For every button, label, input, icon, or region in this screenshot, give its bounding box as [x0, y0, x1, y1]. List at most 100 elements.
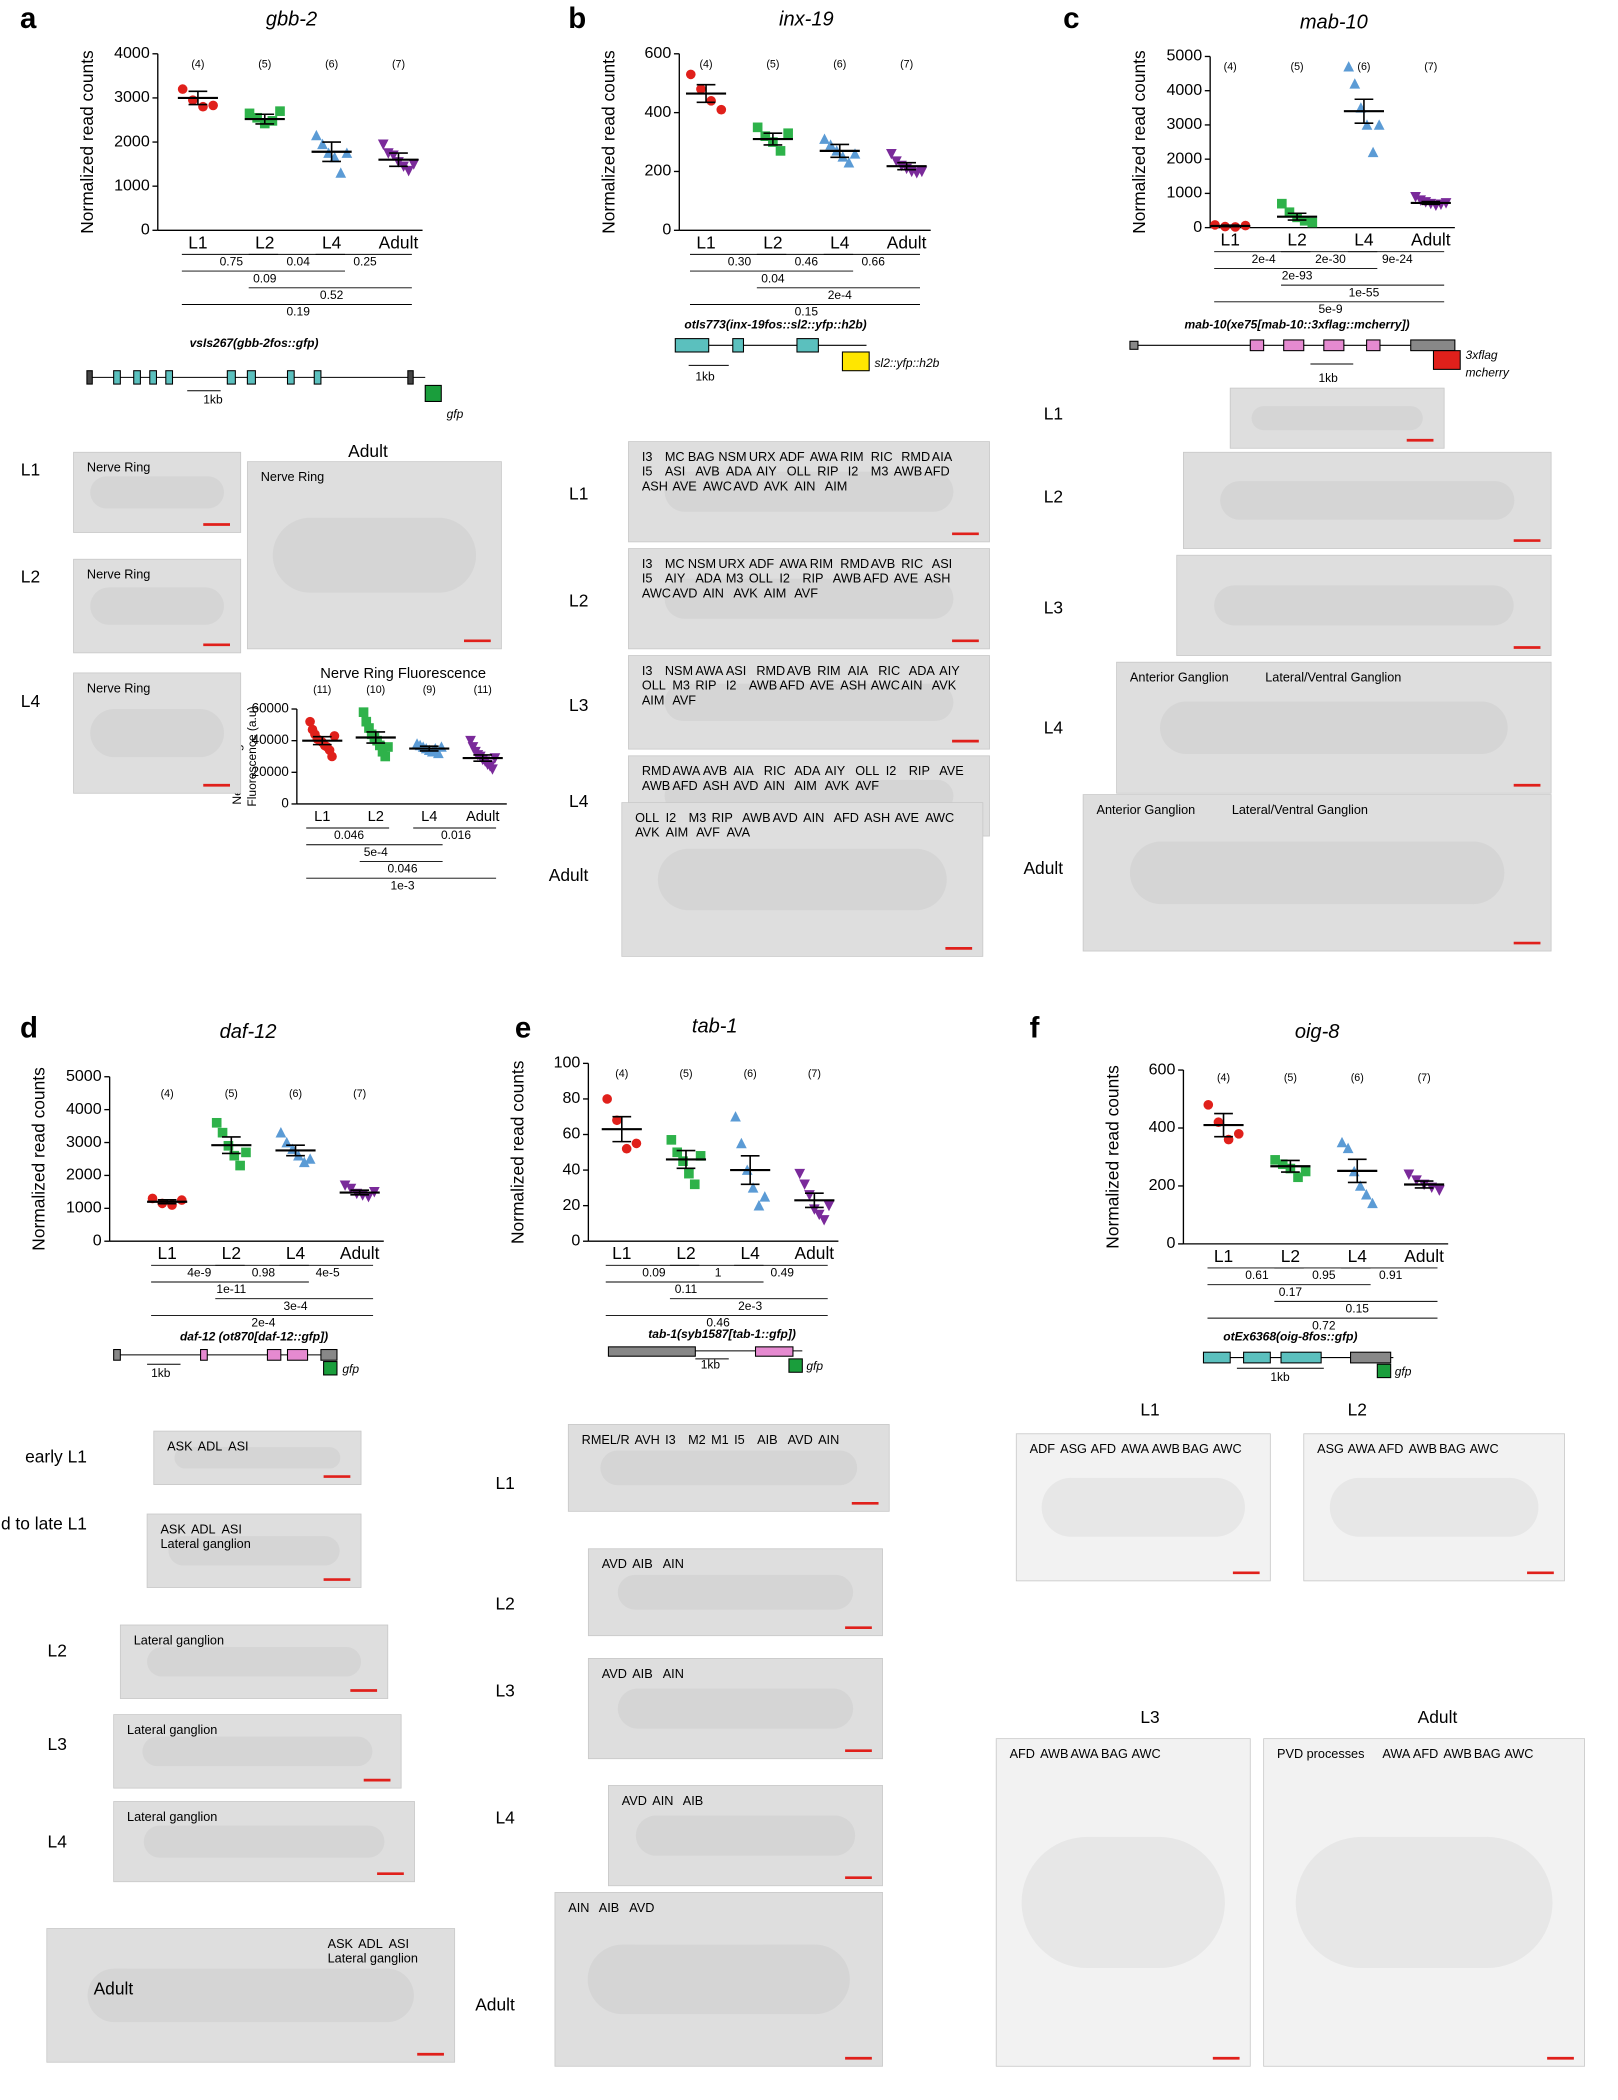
y-tick-label: 1000 — [66, 1199, 102, 1217]
micrograph-texture — [664, 471, 954, 512]
x-tick-label: L1 — [314, 809, 330, 825]
p-value-label: 9e-24 — [1382, 252, 1413, 266]
neuron-label: M1 — [711, 1433, 729, 1447]
neuron-label: AWA — [672, 764, 700, 778]
stage-label: L2 — [569, 591, 588, 611]
neuron-label: AWB — [749, 679, 777, 693]
data-point — [678, 1156, 688, 1167]
neuron-label: ASH — [703, 779, 729, 793]
data-point — [736, 1137, 747, 1149]
y-axis-label: Normalized read counts — [77, 50, 97, 234]
x-tick-label: L4 — [286, 1243, 306, 1263]
y-tick-label: 400 — [1149, 1118, 1176, 1136]
gene-diagram-e — [607, 1346, 803, 1373]
neuron-label: Anterior Ganglion — [1130, 671, 1229, 685]
chart-title: oig-8 — [1295, 1021, 1340, 1043]
neuron-label: I3 — [642, 450, 653, 464]
neuron-label: AVE — [939, 764, 963, 778]
stage-label: L2 — [495, 1594, 514, 1614]
micrograph-texture — [587, 1944, 850, 2015]
neuron-label: AVF — [794, 586, 818, 600]
y-tick-label: 80 — [562, 1089, 580, 1107]
neuron-label: AVF — [672, 693, 696, 707]
y-axis-label: Fluorescence (a.u) — [245, 706, 259, 806]
p-value-label: 2e-93 — [1282, 269, 1313, 283]
y-tick-label: 0 — [93, 1231, 102, 1249]
data-point — [275, 106, 285, 116]
stage-label: L1 — [1044, 403, 1063, 423]
micrograph-texture — [600, 1450, 858, 1486]
chart-title: Nerve Ring Fluorescence — [320, 666, 486, 682]
p-value-label: 0.49 — [771, 1265, 795, 1279]
panel-letter: b — [568, 2, 586, 35]
data-point — [208, 100, 218, 111]
construct-label: tab-1(syb1587[tab-1::gfp]) — [648, 1327, 796, 1341]
neuron-label: AVK — [932, 679, 957, 693]
p-value-label: 0.30 — [728, 255, 752, 269]
neuron-label: RIP — [802, 572, 823, 586]
neuron-label: RIM — [817, 664, 840, 678]
data-point — [730, 1111, 741, 1122]
neuron-label: RIC — [871, 450, 893, 464]
neuron-label: ADF — [779, 450, 805, 464]
data-point — [298, 1156, 310, 1168]
p-value-label: 0.46 — [795, 255, 819, 269]
n-label: (4) — [191, 58, 204, 70]
data-point — [241, 1147, 251, 1158]
micrograph-texture — [87, 1968, 414, 2023]
data-point — [1354, 1180, 1366, 1191]
data-point — [217, 1127, 228, 1138]
stage-label: L4 — [21, 691, 41, 711]
x-tick-label: L4 — [421, 809, 437, 825]
stage-label: L2 — [1044, 486, 1063, 506]
y-tick-label: 0 — [1166, 1234, 1175, 1252]
x-tick-label: L2 — [1281, 1246, 1300, 1266]
micrograph-texture — [635, 1815, 856, 1856]
neuron-label: AIA — [733, 764, 754, 778]
n-label: (9) — [423, 684, 436, 696]
panel-letter: a — [20, 2, 37, 35]
neuron-label: Lateral/Ventral Ganglion — [1232, 803, 1368, 817]
p-value-label: 5e-4 — [364, 845, 388, 859]
x-tick-label: L1 — [1221, 230, 1240, 250]
y-tick-label: 600 — [1149, 1060, 1176, 1078]
neuron-label: I5 — [734, 1433, 745, 1447]
neuron-label: ADA — [695, 572, 722, 586]
data-point — [1349, 78, 1361, 89]
neuron-label: Nerve Ring — [261, 470, 324, 484]
neuron-label: ASH — [864, 811, 890, 825]
y-tick-label: 200 — [1149, 1176, 1176, 1194]
neuron-label: NSM — [665, 664, 693, 678]
y-tick-label: 3000 — [66, 1133, 102, 1151]
data-point — [706, 96, 716, 106]
neuron-label: AIN — [764, 779, 785, 793]
neuron-label: AVK — [733, 586, 758, 600]
neuron-label: AWA — [1121, 1442, 1149, 1456]
neuron-label: Lateral/Ventral Ganglion — [1265, 671, 1401, 685]
data-point — [1277, 198, 1287, 209]
micrograph-texture — [174, 1447, 341, 1469]
neuron-label: Lateral ganglion — [127, 1810, 217, 1824]
neuron-label: ADA — [794, 764, 821, 778]
neuron-label: AIM — [825, 479, 848, 493]
n-label: (5) — [225, 1088, 238, 1100]
data-point — [375, 740, 385, 751]
data-point — [1434, 1185, 1445, 1196]
neuron-label: AWA — [779, 557, 807, 571]
data-point — [358, 707, 369, 717]
y-tick-label: 600 — [645, 44, 672, 62]
neuron-label: ADL — [191, 1522, 216, 1536]
x-tick-label: Adult — [1411, 230, 1451, 250]
x-tick-label: L1 — [696, 232, 715, 252]
data-point — [267, 116, 278, 126]
data-point — [849, 148, 861, 159]
neuron-label: AIN — [794, 479, 815, 493]
neuron-label: AVD — [773, 811, 798, 825]
p-value-label: 0.016 — [441, 828, 471, 842]
neuron-label: AVF — [855, 779, 879, 793]
construct-annotation: 1kb — [1318, 371, 1338, 385]
n-label: (11) — [313, 684, 331, 696]
data-point — [305, 716, 315, 727]
stage-label: Adult — [348, 441, 388, 461]
neuron-label: BAG — [1439, 1442, 1466, 1456]
